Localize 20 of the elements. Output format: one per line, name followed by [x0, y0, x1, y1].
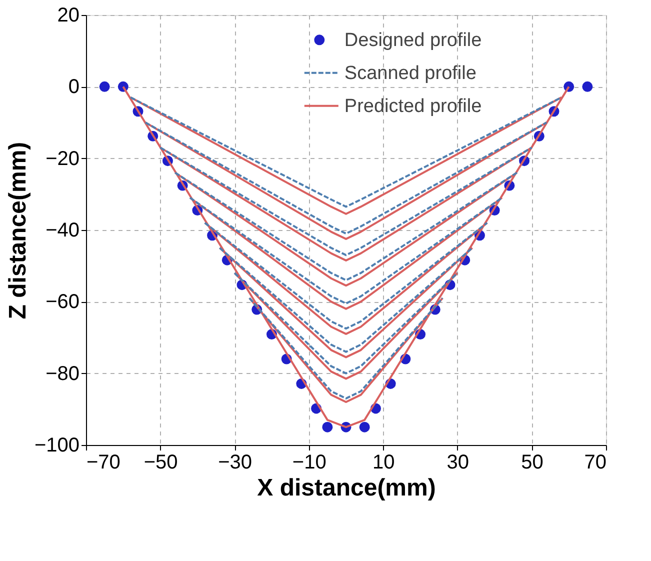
y-axis-title: Z distance(mm)	[4, 142, 32, 320]
y-tick-label: 20	[57, 4, 80, 26]
x-tick-label: 50	[521, 452, 544, 474]
y-tick-label: −20	[46, 148, 80, 170]
x-tick-label: 70	[584, 452, 606, 474]
x-tick-label: 10	[372, 452, 395, 474]
y-tick-label: 0	[68, 76, 80, 98]
legend-label: Designed profile	[344, 30, 482, 51]
y-tick-label: −100	[34, 434, 80, 456]
x-tick-label: −50	[144, 452, 178, 474]
x-axis-title: X distance(mm)	[257, 474, 436, 502]
x-tick-label: 30	[446, 452, 470, 474]
y-tick-label: −60	[46, 291, 80, 314]
legend-label: Scanned profile	[344, 62, 476, 84]
x-tick-label: −30	[218, 452, 252, 474]
y-tick-label: −40	[46, 220, 80, 242]
x-tick-label: −10	[292, 452, 326, 474]
legend-label: Predicted profile	[344, 96, 482, 117]
y-tick-label: −80	[46, 362, 80, 385]
x-tick-label: −70	[86, 452, 120, 474]
